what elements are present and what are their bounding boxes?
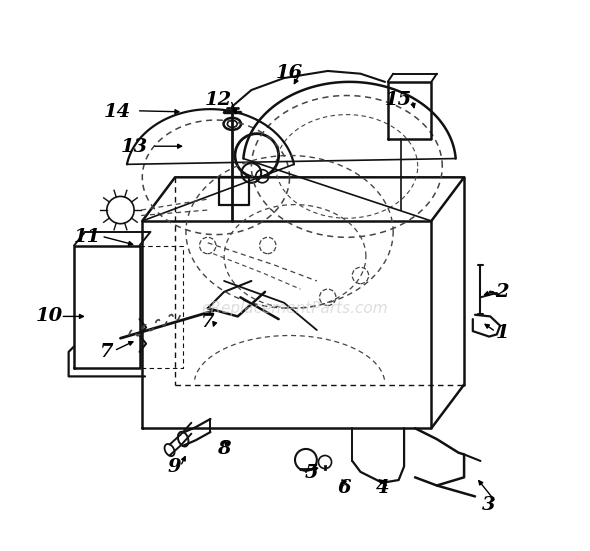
Text: 7: 7 xyxy=(100,343,114,361)
Text: 13: 13 xyxy=(120,138,148,156)
Text: eReplacementParts.com: eReplacementParts.com xyxy=(202,301,388,316)
Text: 1: 1 xyxy=(496,324,509,342)
Text: 11: 11 xyxy=(74,228,101,246)
Text: 10: 10 xyxy=(36,307,63,326)
Text: 5: 5 xyxy=(304,464,318,482)
Text: 14: 14 xyxy=(104,103,132,121)
Text: 4: 4 xyxy=(375,479,389,497)
Text: 15: 15 xyxy=(385,91,412,109)
Text: 16: 16 xyxy=(276,63,303,82)
Text: 2: 2 xyxy=(496,283,509,301)
Text: 9: 9 xyxy=(167,458,181,477)
Text: 12: 12 xyxy=(205,91,232,109)
Text: 6: 6 xyxy=(337,479,351,497)
Text: 8: 8 xyxy=(217,440,231,458)
Text: 7: 7 xyxy=(201,313,215,331)
Text: 3: 3 xyxy=(482,495,496,514)
